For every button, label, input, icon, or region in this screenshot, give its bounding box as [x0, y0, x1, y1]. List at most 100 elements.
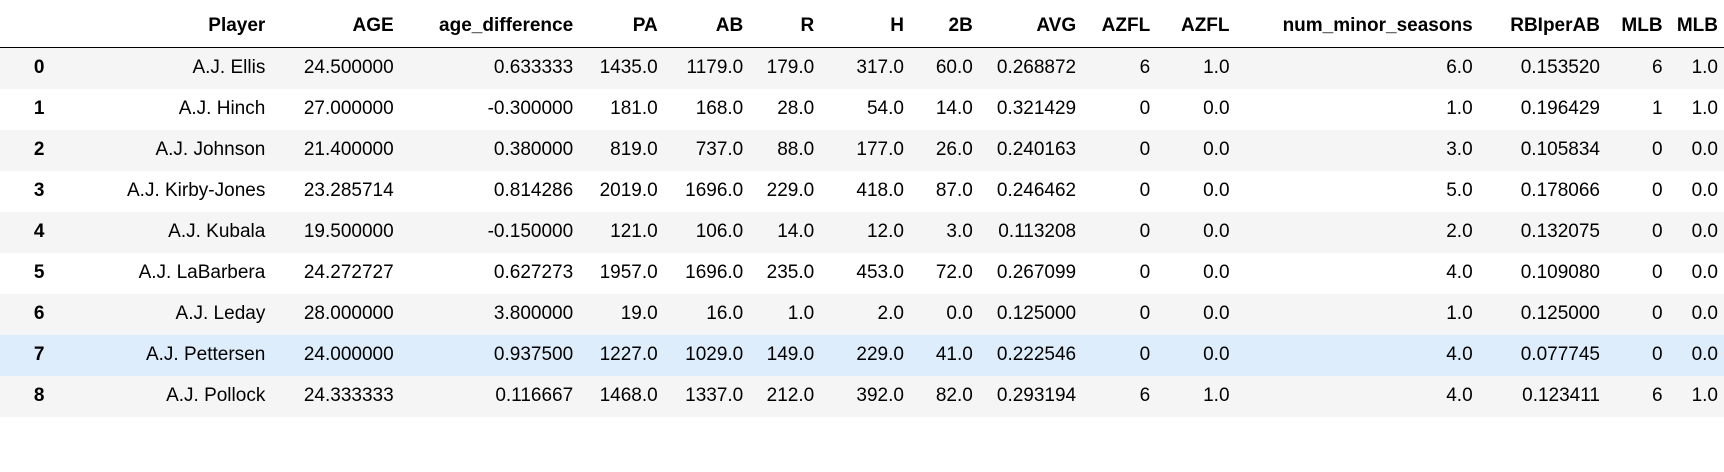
table-row[interactable]: 7 A.J. Pettersen 24.000000 0.937500 1227.0 10…: [0, 334, 1724, 376]
table-cell: 1.0: [1691, 98, 1718, 119]
table-cell: 179.0: [766, 57, 815, 79]
table-cell: 0: [1139, 139, 1151, 160]
table-cell: 3.800000: [493, 303, 574, 324]
column-header: AZFL: [1156, 4, 1236, 48]
table-cell: 4.0: [1446, 344, 1473, 365]
table-cell: 0.814286: [493, 180, 574, 201]
table-cell: 1696.0: [685, 262, 744, 283]
table-cell: 4.0: [1446, 385, 1473, 406]
table-cell: 0.222546: [996, 344, 1077, 365]
table-cell: 0: [1139, 180, 1151, 201]
player-cell: A.J. Hinch: [178, 98, 266, 119]
table-cell: 0.132075: [1520, 221, 1600, 242]
table-cell: 0.0: [1203, 344, 1230, 365]
table-cell: 28.000000: [303, 303, 394, 324]
table-cell: 23.285714: [303, 180, 394, 201]
table-cell: 0.0: [1203, 221, 1230, 242]
table-cell: 121.0: [610, 221, 658, 242]
header-row: Player AGE age_difference PA AB R H 2B AVG AZFL AZ…: [0, 4, 1724, 48]
column-header: 2B: [909, 4, 979, 48]
table-cell: 0: [1139, 344, 1151, 365]
table-cell: 149.0: [766, 344, 815, 365]
table-cell: 88.0: [777, 139, 815, 160]
table-row[interactable]: 5 A.J. LaBarbera 24.272727 0.627273 1957.0 16…: [0, 253, 1724, 294]
table-row[interactable]: 3 A.J. Kirby-Jones 23.285714 0.814286 2019.0…: [0, 171, 1724, 212]
table-cell: 26.0: [935, 139, 973, 160]
table-cell: 317.0: [856, 57, 904, 79]
table-cell: 1029.0: [685, 344, 744, 365]
table-cell: 6: [1652, 57, 1663, 79]
table-cell: 0.293194: [996, 385, 1077, 406]
column-header: PA: [579, 4, 664, 48]
column-header: MLB: [1605, 4, 1669, 48]
table-cell: 0.178066: [1520, 180, 1600, 201]
table-row[interactable]: 2 A.J. Johnson 21.400000 0.380000 819.0 737.0…: [0, 129, 1724, 171]
table-cell: 6.0: [1446, 57, 1473, 79]
table-cell: -0.300000: [487, 98, 574, 119]
table-cell: 0.113208: [998, 221, 1077, 242]
column-header: MLB: [1668, 4, 1724, 48]
table-cell: 0: [1139, 98, 1151, 119]
table-row[interactable]: 0 A.J. Ellis 24.500000 0.633333 1435.0 1179.0…: [0, 47, 1724, 89]
player-cell: A.J. Pollock: [166, 385, 266, 406]
table-cell: 1.0: [1691, 57, 1718, 79]
table-cell: 418.0: [856, 180, 904, 201]
table-cell: 0.109080: [1520, 262, 1600, 283]
table-row[interactable]: 8 A.J. Pollock 24.333333 0.116667 1468.0 1337…: [0, 375, 1724, 417]
table-cell: 2.0: [877, 303, 904, 324]
table-cell: 82.0: [935, 385, 973, 406]
row-index: 5: [33, 262, 45, 283]
table-cell: 0.0: [1691, 180, 1718, 201]
table-cell: 6: [1139, 385, 1151, 406]
row-index: 2: [33, 139, 45, 160]
table-cell: 1227.0: [599, 344, 658, 365]
table-cell: 0.0: [1203, 303, 1230, 324]
table-row[interactable]: 1 A.J. Hinch 27.000000 -0.300000 181.0 168.0 2…: [0, 89, 1724, 130]
table-cell: 0.267099: [996, 262, 1077, 283]
table-cell: 0: [1139, 262, 1151, 283]
table-cell: 1.0: [1691, 385, 1718, 406]
table-cell: 12.0: [866, 221, 904, 242]
table-cell: 0.268872: [996, 57, 1077, 79]
table-cell: 1957.0: [599, 262, 658, 283]
table-cell: 212.0: [766, 385, 815, 406]
table-cell: 235.0: [766, 262, 815, 283]
table-cell: 0: [1139, 303, 1151, 324]
table-header: Player AGE age_difference PA AB R H 2B AVG AZFL AZ…: [0, 4, 1724, 48]
table-cell: 0: [1652, 262, 1663, 283]
index-header: [0, 4, 79, 48]
table-cell: 0.633333: [493, 57, 574, 79]
player-cell: A.J. LaBarbera: [138, 262, 266, 283]
table-cell: 21.400000: [303, 139, 394, 160]
table-cell: 737.0: [695, 139, 744, 160]
table-cell: 0.627273: [493, 262, 574, 283]
table-cell: 0: [1652, 344, 1663, 365]
player-cell: A.J. Ellis: [192, 57, 266, 79]
row-index: 0: [33, 57, 45, 79]
column-header: R: [749, 4, 821, 48]
player-cell: A.J. Leday: [175, 303, 266, 324]
table-cell: 1179.0: [686, 57, 744, 79]
table-cell: 1468.0: [599, 385, 658, 406]
column-header: RBIperAB: [1478, 4, 1606, 48]
table-cell: 181.0: [610, 98, 658, 119]
table-cell: 0: [1652, 139, 1663, 160]
column-header: AVG: [978, 4, 1083, 48]
row-index: 8: [33, 385, 45, 406]
row-index: 7: [33, 344, 45, 365]
table-cell: 168.0: [695, 98, 744, 119]
table-cell: 6: [1652, 385, 1663, 406]
table-row[interactable]: 4 A.J. Kubala 19.500000 -0.150000 121.0 106.0…: [0, 211, 1724, 253]
column-header: AGE: [271, 4, 400, 48]
table-row[interactable]: 6 A.J. Leday 28.000000 3.800000 19.0 16.0 1.0 2…: [0, 293, 1724, 335]
table-cell: 0.0: [1691, 221, 1718, 242]
table-cell: 41.0: [935, 344, 973, 365]
table-cell: 0.0: [1203, 262, 1230, 283]
table-cell: 54.0: [866, 98, 904, 119]
table-cell: 3.0: [946, 221, 973, 242]
column-header: H: [820, 4, 910, 48]
table-cell: 1.0: [1446, 98, 1473, 119]
column-header: AZFL: [1082, 4, 1157, 48]
table-cell: 0.153520: [1520, 57, 1600, 79]
